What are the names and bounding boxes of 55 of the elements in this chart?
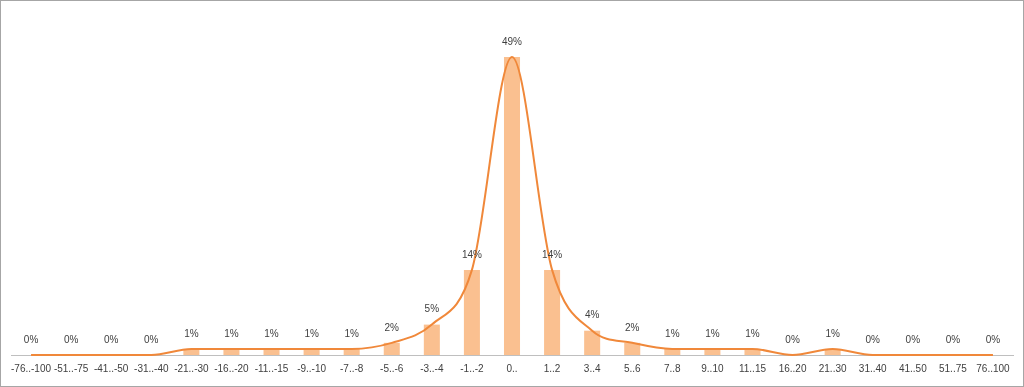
data-label: 1% (705, 327, 720, 339)
data-label: 1% (184, 327, 199, 339)
x-tick-label: -16..-20 (214, 362, 250, 374)
data-label: 1% (344, 327, 360, 339)
x-tick-label: -5..-6 (380, 362, 404, 374)
x-tick-label: -76..-100 (11, 362, 52, 374)
data-label: 4% (584, 309, 600, 321)
data-label: 1% (264, 327, 279, 339)
x-tick-label: 51..75 (938, 362, 968, 374)
data-label: 0% (785, 333, 800, 345)
data-label: 0% (63, 333, 79, 345)
x-tick-label: -51..-75 (53, 362, 89, 374)
x-tick-label: 11..15 (738, 362, 767, 374)
x-tick-label: 9..10 (701, 362, 724, 374)
bar (544, 269, 561, 355)
data-label: 0% (23, 333, 39, 345)
data-label: 2% (625, 321, 640, 333)
data-label: 49% (501, 35, 523, 47)
x-tick-label: 7..8 (663, 362, 682, 374)
bar (584, 330, 601, 355)
bar (383, 342, 400, 355)
x-tick-label: -7..-8 (340, 362, 364, 374)
data-label: 0% (905, 333, 921, 345)
x-tick-label: -21..-30 (174, 362, 210, 374)
data-label: 5% (424, 303, 440, 315)
data-label: 0% (865, 333, 881, 345)
data-label: 0% (144, 333, 159, 345)
x-tick-label: -31..-40 (134, 362, 169, 374)
x-tick-label: -11..-15 (254, 362, 289, 374)
data-label: 1% (825, 327, 840, 339)
x-tick-label: 76..100 (976, 362, 1011, 374)
bar (503, 57, 521, 355)
x-tick-label: 16..20 (778, 362, 807, 374)
x-tick-label: -9..-10 (297, 362, 327, 374)
x-tick-label: 0.. (506, 362, 518, 374)
x-tick-label: 5..6 (623, 362, 642, 374)
x-tick-label: 1..2 (543, 362, 561, 374)
x-tick-label: 3..4 (583, 362, 601, 374)
data-label: 0% (945, 333, 961, 345)
x-tick-label: -41..-50 (93, 362, 129, 374)
bar (624, 342, 641, 355)
data-label: 0% (103, 333, 119, 345)
x-tick-label: 31..40 (858, 362, 888, 374)
bar (463, 269, 480, 355)
data-label: 1% (224, 327, 239, 339)
data-label: 0% (985, 333, 1001, 345)
x-tick-label: 41..50 (898, 362, 928, 374)
x-tick-label: -3..-4 (420, 362, 444, 374)
data-label: 2% (384, 321, 400, 333)
data-label: 1% (665, 327, 680, 339)
x-tick-label: 21..30 (818, 362, 847, 374)
data-label: 1% (745, 327, 760, 339)
bar (423, 324, 440, 355)
x-tick-label: -1..-2 (460, 362, 485, 374)
data-label: 1% (304, 327, 319, 339)
